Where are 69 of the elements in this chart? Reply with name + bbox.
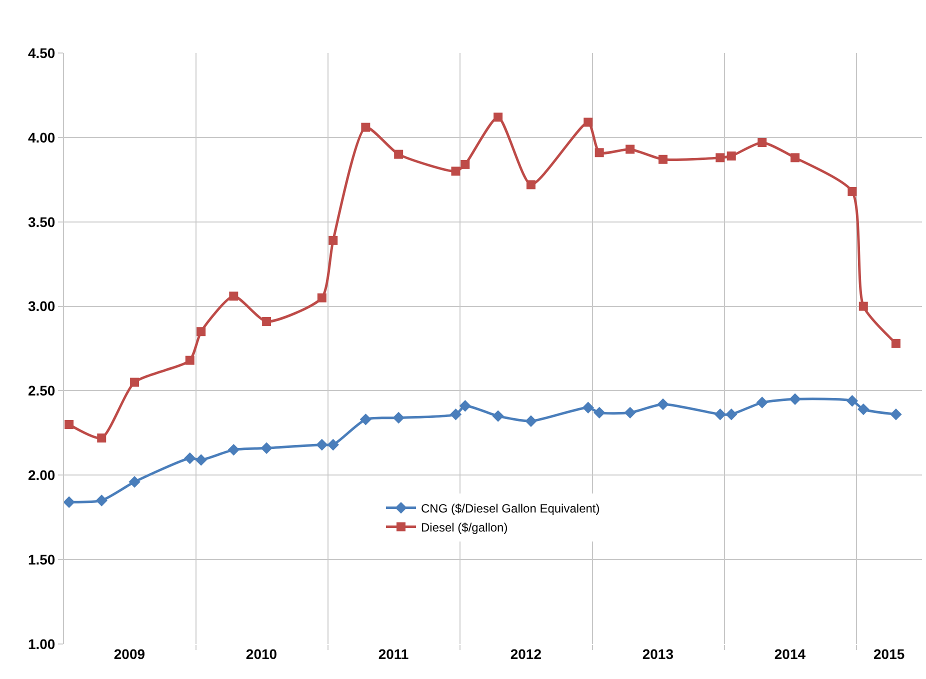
point [394, 150, 404, 159]
point [184, 452, 196, 464]
point [657, 398, 669, 410]
point [196, 327, 206, 336]
point [525, 415, 537, 427]
point [714, 408, 726, 420]
y-tick-label: 1.00 [28, 636, 56, 652]
point [64, 420, 74, 429]
point [459, 400, 471, 412]
point [789, 393, 801, 406]
point [97, 433, 106, 442]
point [626, 144, 635, 154]
point [582, 402, 594, 414]
point [658, 154, 668, 164]
point [758, 138, 767, 147]
point [96, 494, 108, 506]
point [451, 166, 460, 176]
point [790, 153, 800, 162]
point [584, 118, 593, 127]
y-tick-label: 2.50 [28, 382, 56, 399]
x-tick-label: 2015 [874, 646, 905, 662]
x-tick-label: 2009 [114, 646, 146, 662]
point [494, 112, 503, 122]
point [858, 302, 868, 311]
point [492, 410, 504, 422]
point [891, 338, 900, 348]
point [756, 396, 768, 408]
point [460, 160, 470, 169]
point [392, 412, 404, 424]
point [130, 378, 140, 387]
point [726, 408, 738, 420]
point [716, 153, 725, 162]
point [526, 180, 536, 190]
point [317, 293, 326, 302]
point [361, 122, 370, 132]
point [328, 236, 338, 245]
point [229, 292, 238, 301]
point [360, 414, 372, 426]
y-tick-label: 3.50 [28, 214, 56, 230]
point [128, 476, 140, 488]
x-tick-label: 2012 [510, 646, 542, 662]
y-tick-label: 3.00 [28, 298, 56, 314]
point [890, 408, 902, 420]
point [260, 442, 272, 454]
legend-label: Diesel ($/gallon) [421, 520, 508, 534]
point [228, 444, 240, 456]
x-tick-label: 2010 [246, 646, 278, 662]
y-tick-label: 1.50 [28, 551, 56, 568]
point [726, 152, 736, 160]
y-tick-label: 4.50 [28, 44, 56, 61]
point [195, 454, 207, 466]
point [450, 408, 462, 420]
point [64, 496, 75, 508]
point [327, 438, 339, 451]
legend-label: CNG ($/Diesel Gallon Equivalent) [421, 501, 600, 516]
point [848, 186, 857, 196]
point [594, 406, 606, 419]
y-tick-label: 2.00 [28, 467, 56, 484]
point [262, 316, 272, 326]
point [624, 406, 636, 419]
x-tick-label: 2014 [774, 646, 806, 662]
point [858, 403, 870, 416]
y-tick-label: 4.00 [28, 129, 56, 146]
point [316, 438, 328, 451]
point [846, 395, 858, 407]
x-tick-label: 2013 [642, 646, 674, 662]
point [594, 148, 604, 158]
x-tick-label: 2011 [378, 646, 409, 662]
point [185, 356, 194, 365]
